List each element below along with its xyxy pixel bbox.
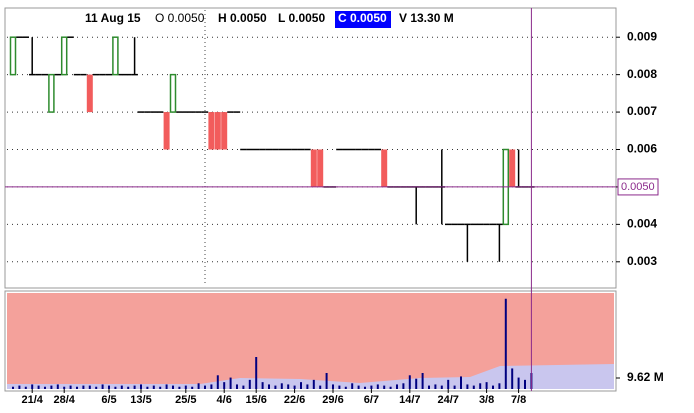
candle-up <box>48 73 55 113</box>
candle-down <box>86 74 93 113</box>
candle-down <box>221 112 228 150</box>
x-tick-label: 6/7 <box>364 394 379 406</box>
x-tick-label: 7/8 <box>511 394 526 406</box>
x-tick-label: 14/7 <box>399 394 420 406</box>
candle-up <box>112 36 119 76</box>
x-tick-label: 15/6 <box>245 394 266 406</box>
header-close-highlight <box>335 11 391 28</box>
x-tick-label: 29/6 <box>322 394 343 406</box>
volume-tick-label: 9.62 M <box>627 370 664 384</box>
header-volume: V 13.30 M <box>399 11 454 25</box>
candle-down <box>317 149 324 187</box>
y-tick-label: 0.009 <box>627 29 657 43</box>
candle-down <box>208 112 215 150</box>
header-high: H 0.0050 <box>218 11 267 25</box>
price-panel <box>4 7 617 289</box>
volume-average-area <box>7 364 614 389</box>
candle-down <box>381 149 388 187</box>
x-tick-label: 28/4 <box>53 394 75 406</box>
volume-panel <box>4 290 617 392</box>
candle-down <box>163 112 170 150</box>
x-tick-label: 4/6 <box>217 394 232 406</box>
x-tick-label: 22/6 <box>284 394 305 406</box>
crosshair-label-box <box>617 178 659 196</box>
header-close: C 0.0050 <box>338 11 387 25</box>
candle-up <box>60 36 68 76</box>
header-date: 11 Aug 15 <box>85 11 141 25</box>
candle-down <box>509 149 516 187</box>
x-tick-label: 3/8 <box>479 394 494 406</box>
x-tick-label: 13/5 <box>130 394 151 406</box>
x-tick-label: 21/4 <box>21 394 43 406</box>
x-tick-label: 6/5 <box>101 394 116 406</box>
y-tick-label: 0.007 <box>627 104 657 118</box>
header-open: O 0.0050 <box>155 11 205 25</box>
y-tick-label: 0.008 <box>627 67 657 81</box>
candle-up <box>169 73 177 113</box>
candle-down <box>310 149 317 187</box>
crosshair-label: 0.0050 <box>621 181 655 193</box>
x-tick-label: 25/5 <box>175 394 196 406</box>
x-tick-label: 24/7 <box>437 394 458 406</box>
candle-up <box>9 36 17 76</box>
header-low: L 0.0050 <box>278 11 325 25</box>
y-tick-label: 0.003 <box>627 254 657 268</box>
y-tick-label: 0.004 <box>627 217 657 231</box>
candle-down <box>214 112 221 150</box>
y-tick-label: 0.006 <box>627 142 657 156</box>
